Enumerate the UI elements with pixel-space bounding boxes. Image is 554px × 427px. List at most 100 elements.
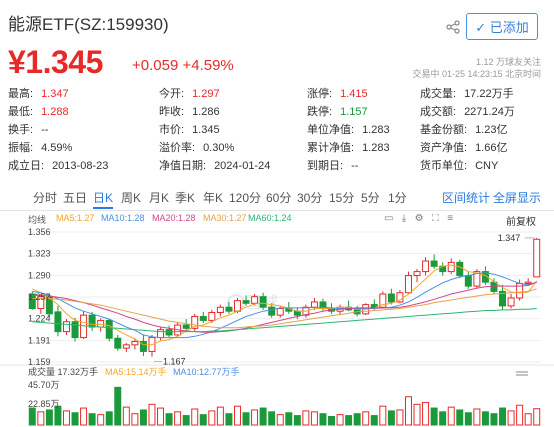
tab-12[interactable]: 1分 [388, 191, 407, 205]
adjust-toggle[interactable]: 前复权 [506, 213, 536, 228]
tab-4[interactable]: 月K [149, 191, 170, 205]
volume-bar [464, 412, 472, 426]
range-stats-link[interactable]: 区间统计 [442, 191, 491, 205]
stat-item: 净值日期: 2024-01-24 [159, 157, 270, 173]
stat-label: 净值日期: [159, 160, 207, 172]
period-tabs: 分时 五日 日K 周K 月K 季K 年K 120分 60分 30分 15分 5分 1分 区间统计 全屏显示 [0, 189, 554, 209]
stat-label: 最低: [8, 106, 34, 118]
stat-item: 成立日: 2013-08-23 [8, 157, 108, 173]
volume-bar [233, 405, 241, 426]
stat-item: 单位净值: 1.283 [307, 121, 390, 137]
stat-label: 市价: [159, 124, 185, 136]
volume-bar [310, 411, 318, 426]
volume-bar [97, 414, 105, 426]
volume-bar [447, 406, 455, 426]
trade-status-time: 交易中 01-25 14:23:15 北京时间 [412, 69, 541, 79]
tab-1[interactable]: 五日 [63, 191, 88, 205]
candle-body [157, 329, 165, 339]
settings-icon[interactable]: ⚙ [414, 213, 424, 224]
volume-bar [268, 411, 276, 426]
stat-label: 货币单位: [420, 160, 468, 172]
tab-9[interactable]: 30分 [297, 191, 323, 205]
stat-item: 最高: 1.347 [8, 85, 69, 101]
candle-body [464, 275, 472, 287]
y-tick-label: 1.159 [28, 357, 51, 367]
y-tick-label: 1.224 [28, 314, 51, 324]
candle-body [139, 341, 147, 352]
kline-chart[interactable]: 雪球1.3561.3231.2901.2571.2241.1911.1591.3… [0, 226, 554, 427]
candle-body [131, 341, 139, 346]
candle-body [71, 321, 79, 339]
volume-bar [148, 403, 156, 426]
y-tick-label: 1.323 [28, 249, 51, 259]
volume-bar [328, 416, 336, 426]
candle-body [507, 297, 515, 307]
candle-body [259, 296, 267, 308]
candle-body [165, 329, 173, 336]
volume-bar [422, 401, 430, 426]
candle-body [524, 281, 532, 284]
candle-body [54, 311, 62, 333]
tab-10[interactable]: 15分 [329, 191, 355, 205]
chart-tool-icons: ▭ ⤓ ⚙ ⛶ ≡ [384, 213, 453, 224]
candle-body [199, 315, 207, 321]
ma-legend-item: MA60:1.24 [248, 213, 292, 223]
candle-body [533, 238, 541, 278]
stat-value: 1.157 [340, 106, 368, 118]
candle-body [45, 296, 53, 315]
stat-label: 昨收: [159, 106, 185, 118]
volume-bar [481, 411, 489, 426]
stat-value: 1.283 [362, 124, 390, 136]
tab-2[interactable]: 日K [93, 189, 114, 209]
volume-bar [199, 414, 207, 426]
stat-value: CNY [475, 160, 499, 172]
tab-11[interactable]: 5分 [361, 191, 380, 205]
volume-legend-item: 成交量 17.32万手 [28, 366, 98, 377]
stat-label: 涨停: [307, 88, 333, 100]
tab-6[interactable]: 年K [203, 191, 224, 205]
stat-label: 累计净值: [307, 142, 355, 154]
current-price: ¥1.345 [8, 44, 103, 80]
y-tick-label: 1.356 [28, 227, 51, 237]
stat-label: 基金份额: [420, 124, 468, 136]
stat-item: 市价: 1.345 [159, 121, 220, 137]
tab-0[interactable]: 分时 [33, 191, 58, 205]
ma-toggle-label[interactable]: 均线 [28, 215, 47, 225]
tab-5[interactable]: 季K [175, 191, 196, 205]
more-icon[interactable]: ≡ [447, 213, 454, 224]
download-icon[interactable]: ⤓ [401, 213, 407, 224]
stat-value: 1.288 [41, 106, 69, 118]
volume-bar [370, 415, 378, 426]
ruler-icon[interactable]: ▭ [384, 213, 394, 224]
candle-body [413, 271, 421, 277]
stat-value: 0.30% [203, 142, 235, 154]
volume-bar [516, 404, 524, 426]
follow-button[interactable]: ✓ 已添加 [466, 13, 538, 40]
stat-value: 1.345 [192, 124, 220, 136]
volume-bar [71, 412, 79, 426]
tabs-divider [0, 210, 554, 211]
volume-bar [105, 411, 113, 426]
stat-value: 1.66亿 [475, 142, 508, 154]
volume-bar [88, 413, 96, 426]
volume-bar [208, 410, 216, 426]
candle-body [122, 344, 130, 349]
tab-8[interactable]: 60分 [266, 191, 292, 205]
stat-value: -- [351, 160, 359, 172]
tab-7[interactable]: 120分 [229, 191, 262, 205]
volume-bar [490, 413, 498, 426]
volume-bar [131, 413, 139, 426]
volume-bar [285, 412, 293, 426]
volume-bar [28, 407, 36, 426]
ma20-line [32, 281, 537, 333]
volume-bar [507, 410, 515, 426]
volume-bar [336, 414, 344, 426]
candle-body [447, 261, 455, 273]
share-icon[interactable] [446, 20, 460, 37]
ma10-line [32, 272, 537, 339]
stat-item: 涨停: 1.415 [307, 85, 368, 101]
tab-3[interactable]: 周K [121, 191, 142, 205]
fullscreen-link[interactable]: 全屏显示 [493, 191, 542, 205]
fullscreen-icon[interactable]: ⛶ [431, 213, 439, 224]
volume-bar [456, 409, 464, 426]
